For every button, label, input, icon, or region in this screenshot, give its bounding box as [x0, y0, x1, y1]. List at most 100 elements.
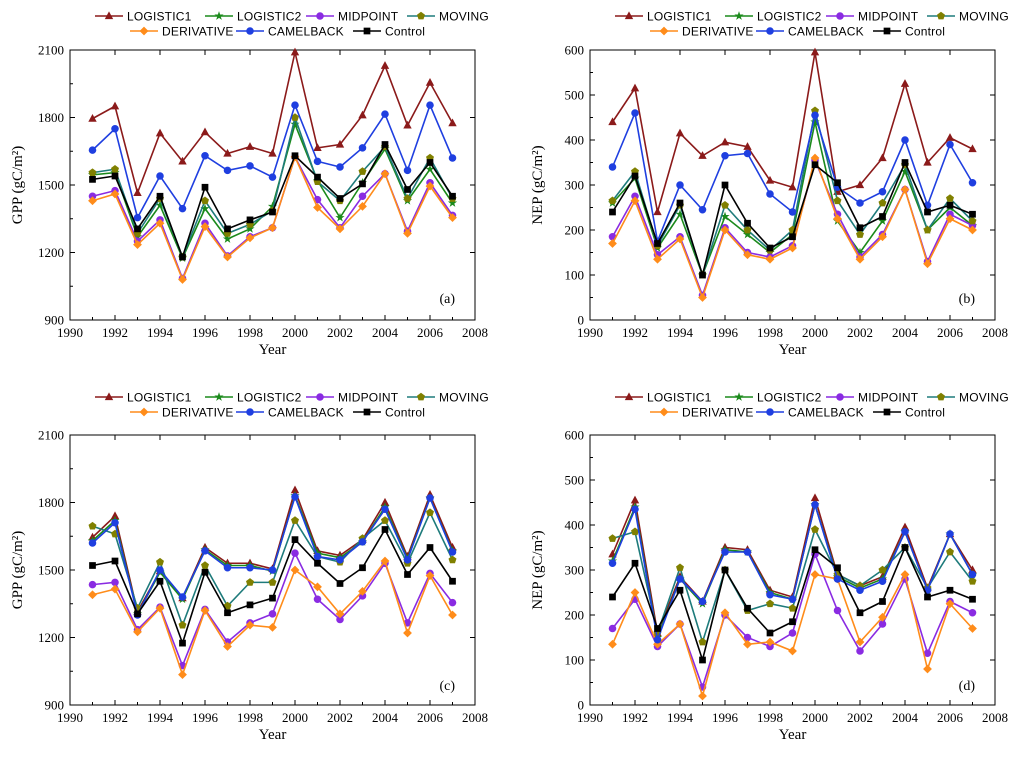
data-point [811, 525, 819, 533]
data-point [200, 222, 210, 232]
legend-item-midpoint: MIDPOINT [826, 391, 919, 405]
data-point [88, 114, 97, 122]
series-camelback [88, 101, 457, 222]
data-point [425, 181, 435, 191]
data-point [381, 516, 389, 524]
data-point [449, 577, 456, 585]
legend-item-midpoint: MIDPOINT [826, 10, 919, 24]
data-point [156, 566, 164, 574]
data-point [699, 656, 706, 664]
data-point [111, 124, 119, 133]
data-point [448, 598, 457, 607]
data-point [698, 637, 707, 646]
data-point [743, 639, 752, 649]
data-point [201, 183, 209, 191]
series-logistic1 [608, 47, 977, 216]
data-point [608, 239, 617, 248]
data-point [449, 192, 456, 200]
legend-label: DERIVATIVE [682, 406, 754, 420]
data-point [245, 620, 255, 630]
y-axis: 0 100 200 300 400 500 600 [565, 43, 995, 328]
y-tick-label: 1800 [38, 110, 64, 125]
data-point [88, 580, 97, 589]
x-tick-label: 1992 [102, 325, 128, 340]
data-point [608, 196, 617, 205]
data-point [631, 172, 639, 180]
data-point [608, 624, 617, 633]
data-point [945, 599, 955, 609]
legend-item-control: Control [353, 406, 425, 420]
data-point [335, 224, 345, 234]
legend-item-moving: MOVING [407, 391, 489, 405]
data-point [246, 563, 254, 572]
data-point [268, 566, 277, 574]
data-point [268, 173, 277, 181]
panel-tag: (b) [959, 292, 976, 307]
data-point [359, 564, 366, 572]
data-point [856, 230, 864, 238]
data-point [901, 544, 909, 551]
legend-swatch-marker [734, 392, 744, 401]
legend-item-logistic1: LOGISTIC1 [615, 391, 711, 405]
data-point [178, 670, 187, 680]
y-tick-label: 0 [578, 313, 585, 328]
x-tick-label: 1992 [622, 710, 648, 725]
x-tick-label: 1990 [57, 710, 83, 725]
data-point [156, 172, 164, 180]
data-point [110, 584, 120, 594]
legend-label: CAMELBACK [788, 25, 864, 39]
data-point [358, 110, 367, 119]
x-tick-label: 2002 [847, 710, 873, 725]
data-point [631, 109, 639, 117]
legend-label: Control [385, 406, 425, 420]
data-point [675, 234, 685, 244]
data-point [788, 629, 797, 637]
data-point [608, 117, 617, 126]
data-point [900, 570, 910, 579]
data-point [654, 625, 661, 632]
x-axis: 1990 1992 1994 1996 1998 2000 2002 2004 2006 2008 [577, 50, 1008, 340]
data-point [88, 146, 97, 154]
data-point [403, 556, 412, 564]
data-point [269, 208, 276, 216]
y-tick-label: 2100 [38, 43, 64, 58]
data-point [878, 198, 887, 207]
legend-item-midpoint: MIDPOINT [306, 10, 399, 24]
data-point [923, 259, 932, 269]
chart-panel-2: 1990 1992 1994 1996 1998 2000 2002 2004 2006 2008… [530, 10, 1009, 359]
legend-item-logistic1: LOGISTIC1 [95, 10, 191, 24]
y-tick-label: 1500 [38, 178, 64, 193]
data-point [110, 189, 120, 199]
data-point [425, 78, 435, 86]
series-control [609, 159, 976, 279]
data-point [968, 608, 977, 617]
data-point [743, 250, 752, 260]
data-point [313, 582, 322, 592]
data-point [268, 578, 277, 586]
x-axis-title: Year [779, 342, 807, 358]
data-point [608, 534, 617, 542]
data-point [765, 254, 775, 264]
data-point [721, 151, 729, 160]
data-point [178, 275, 187, 284]
legend-label: DERIVATIVE [162, 406, 234, 420]
data-point [336, 615, 344, 624]
legend-swatch-marker [659, 26, 669, 36]
legend-swatch-marker [363, 408, 371, 416]
x-tick-label: 2000 [282, 325, 308, 340]
data-point [945, 214, 955, 224]
data-point [968, 216, 977, 225]
legend-item-logistic2: LOGISTIC2 [205, 391, 301, 405]
data-point [246, 162, 254, 170]
x-tick-label: 2008 [462, 325, 488, 340]
data-point [88, 590, 97, 600]
data-point [111, 165, 119, 173]
data-point [923, 225, 932, 234]
legend-item-camelback: CAMELBACK [236, 406, 344, 420]
legend-label: LOGISTIC2 [757, 391, 822, 405]
data-point [946, 547, 954, 556]
data-point [878, 232, 887, 242]
data-point [676, 563, 684, 572]
y-tick-label: 1200 [38, 245, 64, 260]
y-tick-label: 600 [565, 43, 585, 58]
